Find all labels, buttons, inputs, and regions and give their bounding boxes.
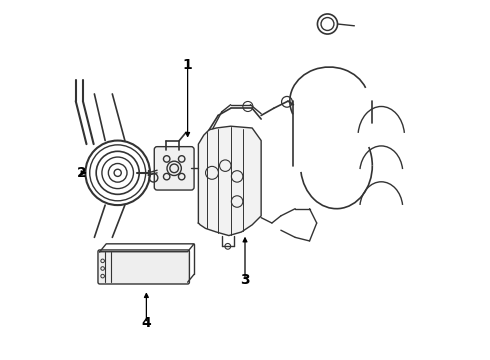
Text: 3: 3: [240, 273, 250, 287]
FancyBboxPatch shape: [98, 250, 190, 284]
Text: 2: 2: [77, 166, 87, 180]
Polygon shape: [198, 126, 261, 235]
Text: 4: 4: [142, 316, 151, 330]
FancyBboxPatch shape: [154, 147, 194, 190]
Text: 1: 1: [183, 58, 193, 72]
